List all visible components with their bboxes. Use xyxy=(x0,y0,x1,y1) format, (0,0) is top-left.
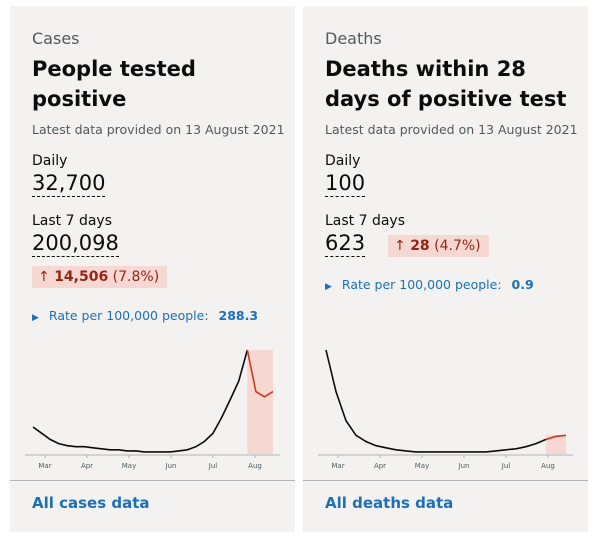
x-tick-label: Jun xyxy=(458,462,470,470)
x-tick-label: Apr xyxy=(81,462,93,470)
cases-card: Cases People tested positive Latest data… xyxy=(10,6,295,532)
change-value: 14,506 xyxy=(54,269,109,285)
triangle-right-icon: ▶ xyxy=(32,313,39,323)
arrow-up-icon: ↑ xyxy=(38,269,50,285)
daily-label: Daily xyxy=(325,153,361,169)
rate-toggle[interactable]: ▶ Rate per 100,000 people: 0.9 xyxy=(325,277,534,292)
card-title: People tested positive xyxy=(32,57,196,111)
x-tick-label: Jul xyxy=(208,462,218,470)
change-percent: (7.8%) xyxy=(112,269,160,285)
x-tick-label: Jul xyxy=(501,462,511,470)
arrow-up-icon: ↑ xyxy=(394,238,406,254)
latest-data-date: Latest data provided on 13 August 2021 xyxy=(325,122,578,137)
card-caption: Deaths xyxy=(325,29,382,48)
latest-data-date: Latest data provided on 13 August 2021 xyxy=(32,122,285,137)
deaths-card: Deaths Deaths within 28 days of positive… xyxy=(303,6,588,532)
x-tick-label: Jun xyxy=(165,462,177,470)
daily-value[interactable]: 32,700 xyxy=(32,171,106,197)
last-7-days-value[interactable]: 623 xyxy=(325,231,366,257)
divider xyxy=(303,480,588,481)
x-tick-label: Apr xyxy=(374,462,386,470)
series-line xyxy=(325,349,547,453)
rate-value: 0.9 xyxy=(511,277,534,292)
rate-value: 288.3 xyxy=(218,308,259,323)
x-tick-label: Mar xyxy=(38,462,51,470)
cases-chart: Mar Apr May Jun Jul Aug xyxy=(25,349,280,470)
x-tick-label: Aug xyxy=(541,462,555,470)
series-line xyxy=(32,349,249,453)
card-title: Deaths within 28 days of positive test xyxy=(325,57,567,111)
series-line-highlight xyxy=(545,434,567,441)
last-7-days-label: Last 7 days xyxy=(32,213,113,229)
highlight-band xyxy=(546,435,566,454)
change-value: 28 xyxy=(410,238,430,254)
divider xyxy=(10,480,295,481)
series-line-highlight xyxy=(246,349,274,398)
deaths-chart: Mar Apr May Jun Jul Aug xyxy=(318,349,573,470)
change-percent: (4.7%) xyxy=(434,238,481,254)
x-tick-label: May xyxy=(122,462,136,470)
rate-label: Rate per 100,000 people: xyxy=(48,308,209,323)
triangle-right-icon: ▶ xyxy=(325,282,332,292)
rate-label: Rate per 100,000 people: xyxy=(341,277,502,292)
last-7-days-label: Last 7 days xyxy=(325,213,406,229)
daily-value[interactable]: 100 xyxy=(325,171,366,197)
change-badge: ↑ 14,506 (7.8%) xyxy=(32,266,168,288)
last-7-days-value[interactable]: 200,098 xyxy=(32,231,119,257)
change-badge: ↑ 28 (4.7%) xyxy=(388,235,489,257)
daily-label: Daily xyxy=(32,153,68,169)
x-tick-label: May xyxy=(415,462,429,470)
rate-toggle[interactable]: ▶ Rate per 100,000 people: 288.3 xyxy=(32,308,258,323)
all-deaths-link[interactable]: All deaths data xyxy=(325,494,454,512)
all-cases-link[interactable]: All cases data xyxy=(32,494,150,512)
x-tick-label: Mar xyxy=(331,462,344,470)
x-tick-label: Aug xyxy=(248,462,262,470)
card-caption: Cases xyxy=(32,29,80,48)
